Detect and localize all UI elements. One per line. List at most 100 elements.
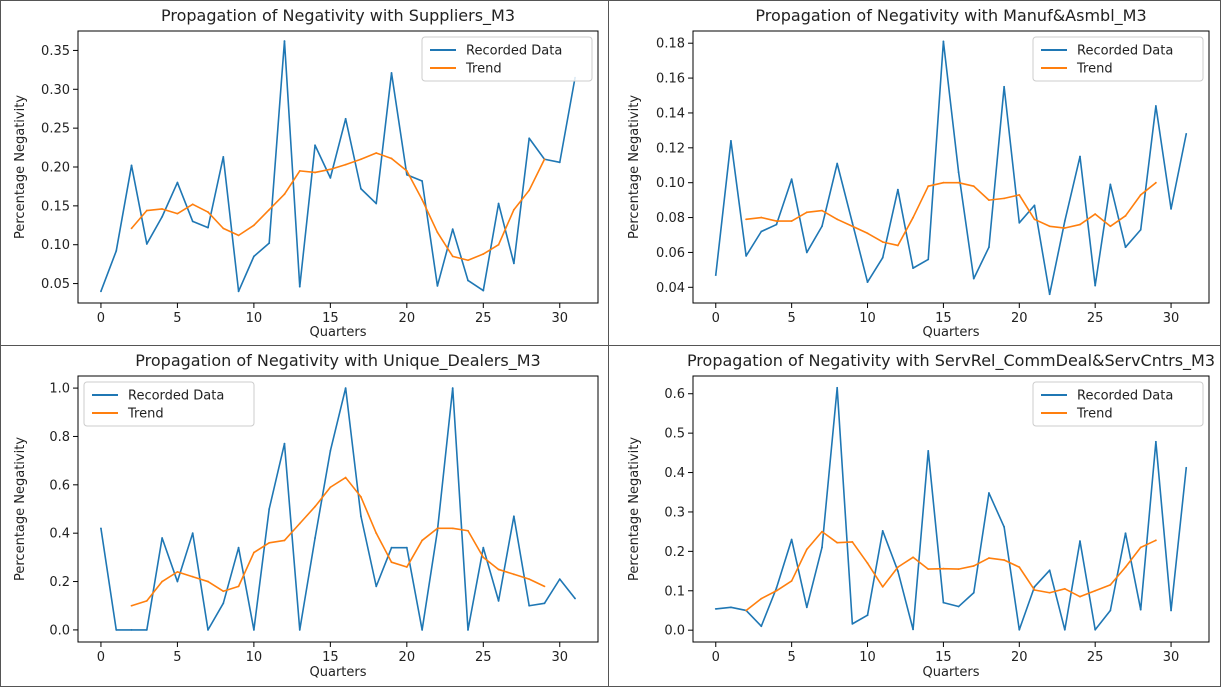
y-tick-label: 0.6 bbox=[664, 387, 685, 402]
y-tick-label: 0.25 bbox=[41, 122, 70, 137]
data-point bbox=[1094, 628, 1097, 631]
data-point bbox=[497, 202, 500, 205]
data-point bbox=[1003, 559, 1006, 561]
data-point bbox=[912, 216, 914, 219]
data-point bbox=[790, 178, 793, 181]
data-point bbox=[790, 580, 793, 582]
y-axis-label: Percentage Negativity bbox=[13, 95, 28, 239]
data-point bbox=[191, 575, 194, 578]
data-point bbox=[972, 591, 975, 594]
data-point bbox=[805, 211, 808, 214]
data-point bbox=[451, 387, 454, 389]
data-point bbox=[222, 155, 225, 158]
data-point bbox=[881, 529, 884, 532]
data-point bbox=[482, 253, 485, 255]
x-tick-label: 0 bbox=[712, 650, 720, 665]
data-point bbox=[252, 551, 255, 554]
data-point bbox=[161, 215, 164, 218]
chart-title: Propagation of Negativity with Unique_De… bbox=[135, 351, 540, 371]
data-point bbox=[972, 277, 975, 280]
data-point bbox=[957, 171, 960, 174]
data-point bbox=[176, 212, 179, 215]
y-tick-label: 0.4 bbox=[49, 527, 70, 542]
y-tick-label: 0.2 bbox=[49, 575, 70, 590]
data-point bbox=[805, 251, 808, 254]
data-point bbox=[1048, 225, 1051, 228]
y-tick-label: 0.18 bbox=[656, 37, 685, 52]
data-point bbox=[730, 606, 732, 609]
data-point bbox=[1124, 214, 1127, 217]
data-point bbox=[1048, 293, 1051, 296]
data-point bbox=[512, 573, 515, 576]
data-point bbox=[896, 570, 899, 572]
data-point bbox=[436, 285, 439, 287]
data-point bbox=[161, 537, 164, 539]
data-point bbox=[528, 604, 531, 607]
data-point bbox=[1094, 284, 1097, 287]
data-point bbox=[1063, 220, 1066, 222]
data-point bbox=[836, 541, 839, 544]
x-tick-label: 5 bbox=[788, 650, 796, 665]
data-point bbox=[1109, 609, 1112, 612]
data-point bbox=[252, 255, 255, 258]
data-point bbox=[1033, 218, 1036, 221]
legend: Recorded Data Trend bbox=[1032, 381, 1204, 427]
data-point bbox=[405, 173, 408, 176]
data-point bbox=[528, 137, 531, 140]
data-point bbox=[714, 274, 717, 277]
data-point bbox=[237, 585, 240, 588]
x-tick-label: 0 bbox=[712, 311, 720, 326]
data-point bbox=[927, 449, 930, 452]
data-point bbox=[191, 203, 194, 206]
y-tick-label: 0.30 bbox=[41, 83, 70, 98]
x-tick-label: 5 bbox=[788, 311, 796, 326]
data-point bbox=[836, 162, 839, 165]
data-point bbox=[375, 532, 378, 535]
data-point bbox=[497, 599, 500, 602]
line-chart-servrel: Propagation of Negativity with ServRel_C… bbox=[627, 351, 1215, 680]
data-point bbox=[760, 216, 763, 219]
data-point bbox=[1018, 221, 1021, 224]
data-point bbox=[957, 605, 960, 608]
line-chart-unique-dealers: Propagation of Negativity with Unique_De… bbox=[13, 351, 599, 680]
data-point bbox=[988, 246, 990, 249]
x-tick-label: 15 bbox=[322, 311, 339, 326]
line-chart-suppliers: Propagation of Negativity with Suppliers… bbox=[13, 6, 599, 340]
data-point bbox=[805, 606, 808, 609]
data-point bbox=[344, 476, 347, 479]
data-point bbox=[360, 515, 362, 518]
data-point bbox=[790, 220, 793, 222]
data-point bbox=[1063, 227, 1066, 229]
data-point bbox=[1109, 583, 1112, 586]
data-point bbox=[344, 163, 347, 166]
data-point bbox=[942, 601, 945, 604]
data-point bbox=[881, 256, 884, 259]
data-point bbox=[1154, 181, 1157, 184]
data-point bbox=[222, 227, 225, 230]
chart-title: Propagation of Negativity with ServRel_C… bbox=[687, 351, 1215, 371]
series-line-recorded-data bbox=[714, 40, 1188, 296]
x-tick-label: 5 bbox=[173, 650, 181, 665]
data-point bbox=[851, 541, 854, 543]
data-point bbox=[821, 546, 823, 549]
data-point bbox=[866, 614, 869, 617]
data-point bbox=[851, 622, 854, 625]
data-point bbox=[942, 567, 945, 570]
y-tick-label: 0.8 bbox=[49, 430, 70, 445]
data-point bbox=[100, 527, 102, 530]
y-tick-label: 0.16 bbox=[656, 72, 685, 87]
data-point bbox=[512, 515, 515, 518]
data-point bbox=[896, 566, 899, 569]
data-point bbox=[451, 255, 454, 258]
x-tick-label: 25 bbox=[1087, 311, 1104, 326]
data-point bbox=[421, 539, 424, 542]
data-point bbox=[360, 158, 362, 161]
plot-frame bbox=[692, 375, 1210, 643]
legend-label: Recorded Data bbox=[1077, 389, 1173, 404]
x-tick-label: 25 bbox=[475, 311, 492, 326]
data-point bbox=[1003, 526, 1006, 528]
data-point bbox=[207, 580, 209, 583]
data-point bbox=[283, 193, 286, 196]
y-tick-label: 1.0 bbox=[49, 382, 70, 397]
